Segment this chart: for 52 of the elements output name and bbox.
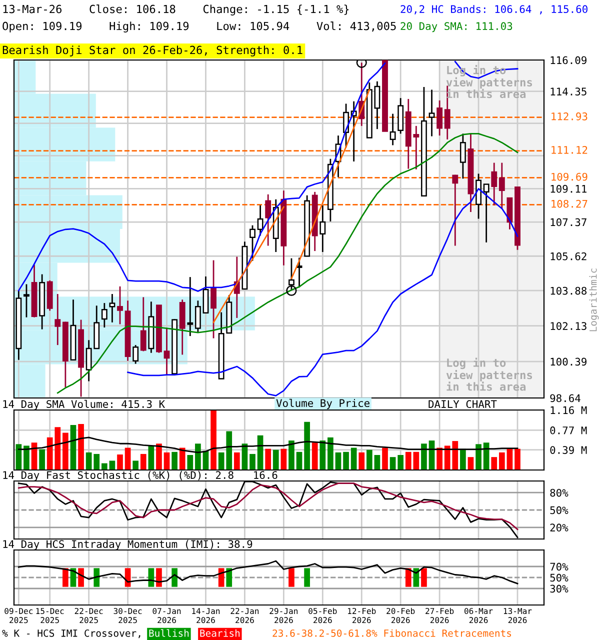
text: Bearish (200, 629, 240, 637)
chart-title: 14 Day SMA Volume: 415.3 K (3, 400, 166, 410)
x-tick-label: 09-Dec 2025 (4, 608, 33, 624)
y-tick-label: 109.11 (550, 184, 586, 193)
chart-title: 14 Day HCS Intraday Momentum (IMI): 38.9 (3, 540, 252, 550)
text: 20 Day SMA: 111.03 (400, 22, 512, 32)
y-tick-label: 107.37 (550, 218, 586, 226)
legend-title: % K - HCS IMI Crossover, (2, 629, 140, 638)
y-tick-label: 70% (550, 562, 568, 571)
ref-line-label: 111.12 (552, 146, 588, 154)
y-tick-label: 105.62 (550, 252, 586, 260)
x-tick-label: 20-Feb 2026 (386, 608, 415, 624)
text: 23.6-38.2-50-61.8% Fibonacci Retracements (272, 629, 512, 637)
x-tick-label: 15-Dec 2025 (36, 608, 64, 624)
y-tick-label: 30% (550, 584, 568, 593)
ref-line-label: 109.69 (552, 172, 588, 181)
text: Logarithmic (589, 268, 599, 332)
text: Bearish Doji Star on 26-Feb-26, Strength: 0.1 (2, 46, 302, 56)
y-tick-label: 102.13 (550, 322, 586, 330)
y-tick-label: 50% (550, 574, 568, 582)
text: DAILY CHART (428, 400, 497, 408)
x-tick-label: 22-Jan 2026 (230, 608, 259, 624)
annotation: Log in to view patterns in this area (446, 358, 532, 391)
x-tick-label: 06-Mar 2026 (464, 608, 493, 624)
y-tick-label: 1.16 M (550, 406, 587, 414)
y-tick-label: 103.88 (550, 286, 587, 295)
x-tick-label: 14-Jan 2026 (192, 608, 220, 624)
x-tick-label: 30-Dec 2025 (114, 608, 142, 624)
y-tick-label: 50% (550, 506, 568, 514)
y-tick-label: 114.35 (550, 88, 586, 96)
y-tick-label: 100.39 (550, 358, 586, 366)
y-tick-label: 80% (550, 488, 568, 497)
text: Volume By Price (276, 398, 370, 410)
text: Bullish (149, 629, 189, 637)
y-tick-label: 20% (550, 524, 568, 532)
y-tick-label: 98.64 (550, 394, 580, 402)
y-tick-label: 0.39 M (550, 446, 587, 454)
y-tick-label: 116.09 (550, 56, 586, 64)
x-tick-label: 05-Feb 2026 (308, 608, 337, 624)
ref-line-label: 108.27 (552, 200, 588, 208)
x-tick-label: 07-Jan 2026 (152, 608, 181, 624)
chart-title: 14 Day Fast Stochastic (%K) (%D): 2.8 16.6 (3, 470, 278, 481)
ref-line-label: 112.93 (552, 112, 588, 120)
x-tick-label: 29-Jan 2026 (270, 608, 298, 624)
y-tick-label: 0.77 M (550, 426, 587, 434)
text: 20,2 HC Bands: 106.64 , 115.60 (400, 4, 588, 14)
x-tick-label: 27-Feb 2026 (426, 608, 454, 624)
x-tick-label: 12-Feb 2026 (348, 608, 376, 624)
chart-title: 13-Mar-26 Close: 106.18 Change: -1.15 {-1.1 %} (3, 4, 349, 16)
x-tick-label: 13-Mar 2026 (504, 608, 532, 624)
chart-subtitle: Open: 109.19 High: 109.19 Low: 105.94 Vol: 413,005 (2, 22, 396, 32)
x-tick-label: 22-Dec 2025 (74, 608, 103, 624)
